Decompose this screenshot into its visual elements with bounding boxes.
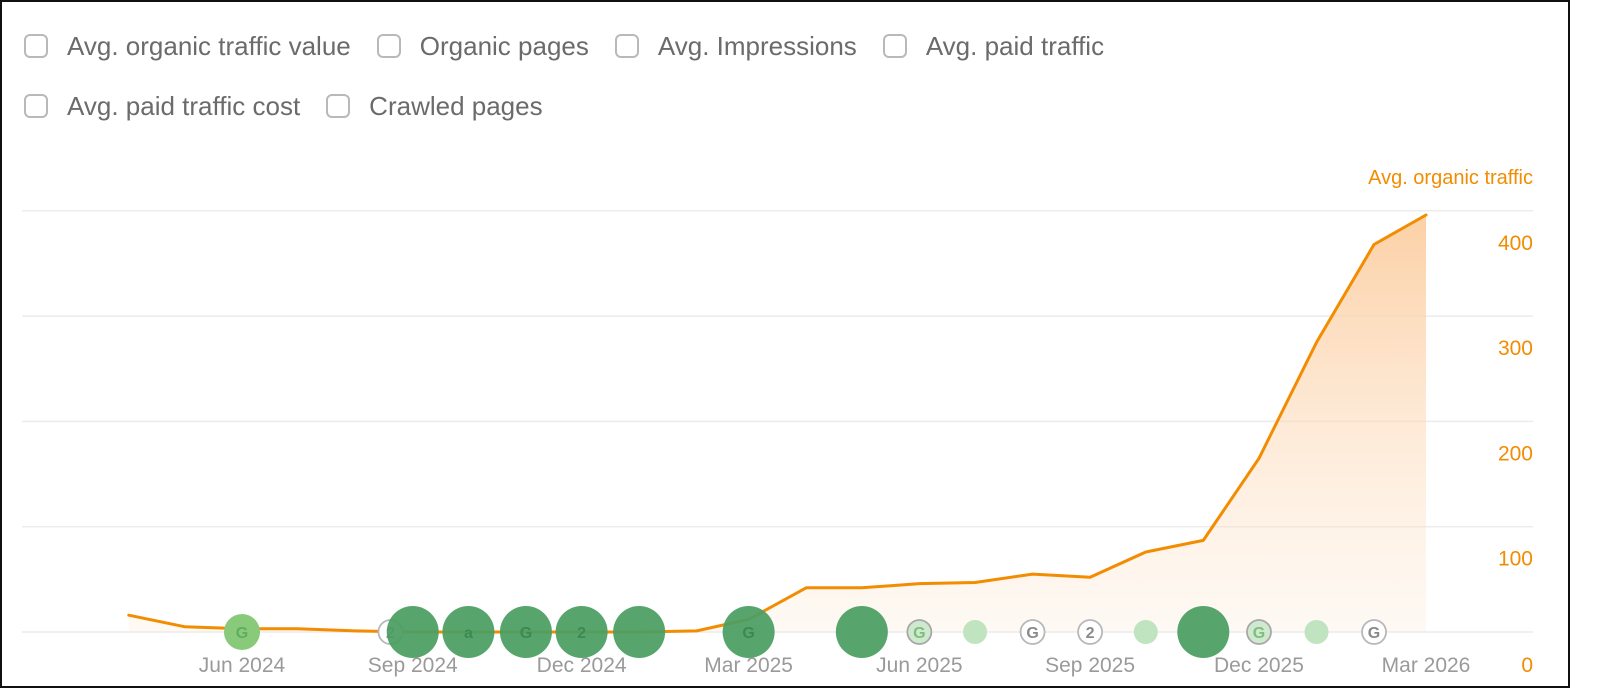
y-tick-label: 400 [1498, 232, 1533, 255]
marker-circle [613, 606, 666, 658]
marker-glyph: 2 [577, 625, 586, 642]
event-marker: G [906, 619, 933, 645]
event-markers: G2aG2GGG2GG [224, 606, 1387, 658]
series-area [128, 215, 1426, 632]
toggle-row-1: Avg. organic traffic value Organic pages… [24, 24, 1544, 68]
toggle-avg-organic-traffic-value[interactable]: Avg. organic traffic value [24, 31, 351, 62]
toggle-row-2: Avg. paid traffic cost Crawled pages [24, 84, 1544, 128]
x-tick-label: Dec 2024 [537, 654, 627, 677]
marker-circle [1361, 619, 1387, 645]
x-tick-label: Sep 2024 [368, 654, 458, 677]
marker-circle [1304, 620, 1329, 644]
marker-glyph: a [464, 625, 473, 642]
marker-circle [722, 606, 775, 658]
marker-circle [1133, 620, 1158, 644]
marker-glyph: G [1026, 625, 1038, 642]
x-tick-label: Dec 2025 [1214, 654, 1304, 677]
event-marker [1177, 606, 1230, 658]
event-marker: 2 [555, 606, 608, 658]
marker-glyph: G [742, 625, 754, 642]
y-tick-label: 0 [1521, 654, 1533, 677]
toggle-label: Avg. Impressions [657, 30, 857, 61]
y-tick-label: 100 [1498, 548, 1533, 571]
toggle-label: Crawled pages [369, 90, 543, 121]
checkbox[interactable] [614, 34, 639, 58]
chart-panel: Avg. organic traffic value Organic pages… [0, 0, 1570, 688]
toggle-label: Avg. paid traffic [925, 30, 1105, 61]
marker-glyph: G [1253, 625, 1265, 642]
toggle-label: Avg. paid traffic cost [67, 90, 301, 121]
event-marker [1304, 620, 1329, 644]
metric-toggles: Avg. organic traffic value Organic pages… [24, 24, 1544, 144]
y-tick-label: 300 [1498, 337, 1533, 360]
checkbox[interactable] [24, 94, 48, 118]
marker-glyph: G [236, 625, 248, 642]
event-marker: a [442, 606, 495, 658]
y-axis-ticks: 0 100 200 300 400 [1498, 232, 1533, 677]
x-tick-label: Sep 2025 [1045, 654, 1135, 677]
line-layer [127, 213, 1428, 634]
toggle-crawled-pages[interactable]: Crawled pages [326, 90, 543, 122]
x-axis-ticks: Jun 2024 Sep 2024 Dec 2024 Mar 2025 Jun 2025… [199, 654, 1471, 677]
checkbox[interactable] [376, 34, 401, 58]
y-axis-title: Avg. organic traffic [1368, 167, 1533, 189]
marker-glyph: G [913, 625, 925, 642]
x-tick-label: Mar 2026 [1382, 654, 1471, 677]
marker-circle [1177, 606, 1230, 658]
checkbox[interactable] [882, 34, 907, 58]
checkbox[interactable] [326, 94, 351, 118]
event-marker [835, 606, 888, 658]
marker-circle [224, 614, 260, 650]
marker-circle [906, 619, 933, 645]
marker-circle [1246, 619, 1272, 645]
x-tick-label: Jun 2025 [876, 654, 962, 677]
marker-circle [1019, 619, 1046, 645]
y-tick-label: 200 [1498, 442, 1533, 465]
series-line [127, 213, 1428, 634]
toggle-avg-paid-traffic-cost[interactable]: Avg. paid traffic cost [24, 91, 300, 122]
toggle-avg-paid-traffic[interactable]: Avg. paid traffic [882, 30, 1105, 62]
event-marker: G [224, 614, 260, 650]
x-tick-label: Jun 2024 [199, 654, 286, 677]
toggle-label: Organic pages [419, 30, 589, 61]
toggle-organic-pages[interactable]: Organic pages [376, 30, 589, 62]
event-marker: G [722, 606, 775, 658]
marker-circle [963, 620, 988, 644]
toggle-label: Avg. organic traffic value [67, 30, 351, 61]
marker-circle [386, 606, 439, 658]
marker-glyph: G [1368, 625, 1380, 642]
checkbox[interactable] [24, 34, 48, 58]
marker-circle [1077, 619, 1104, 645]
toggle-avg-impressions[interactable]: Avg. Impressions [614, 30, 857, 62]
marker-circle [835, 606, 888, 658]
event-marker [1133, 620, 1158, 644]
area-layer [128, 215, 1426, 632]
event-marker: G [1361, 619, 1387, 645]
event-marker [613, 606, 666, 658]
event-marker: 2 [1077, 619, 1104, 645]
traffic-chart: Avg. organic traffic 0 100 200 300 400 G 2 a G 2… [22, 167, 1533, 677]
event-marker: G [1019, 619, 1046, 645]
marker-glyph: G [520, 625, 532, 642]
marker-glyph: 2 [1086, 625, 1095, 642]
event-marker: G [499, 606, 552, 658]
x-tick-label: Mar 2025 [704, 654, 793, 677]
marker-circle [442, 606, 495, 658]
event-marker: G [1246, 619, 1272, 645]
marker-circle [555, 606, 608, 658]
event-marker [963, 620, 988, 644]
event-marker [386, 606, 439, 658]
marker-circle [499, 606, 552, 658]
